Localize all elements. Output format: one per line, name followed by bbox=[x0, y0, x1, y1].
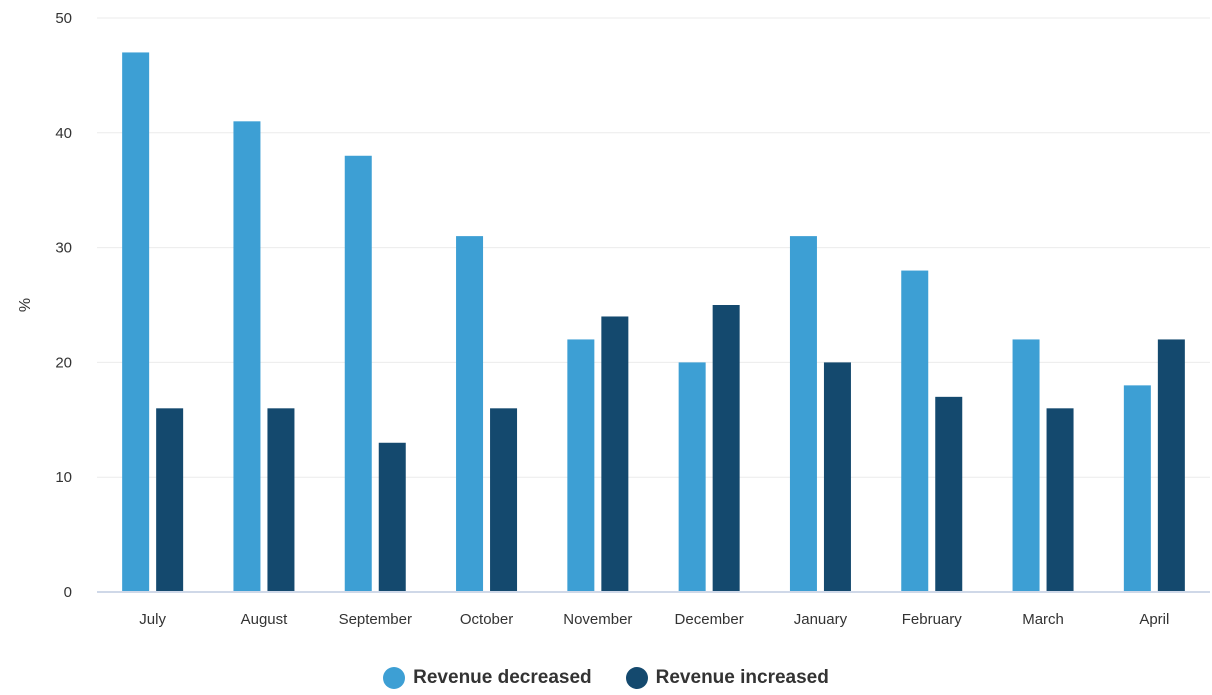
y-tick-40: 40 bbox=[55, 125, 72, 142]
x-tick-august: August bbox=[241, 611, 289, 628]
bar-revenue-increased-january bbox=[823, 362, 851, 592]
bar-revenue-decreased-november bbox=[567, 339, 595, 592]
x-tick-february: February bbox=[902, 611, 963, 628]
bar-revenue-decreased-july bbox=[122, 52, 150, 592]
legend: Revenue decreased Revenue increased bbox=[0, 667, 1212, 689]
legend-label-revenue-increased: Revenue increased bbox=[655, 667, 829, 688]
bar-revenue-decreased-december bbox=[678, 362, 706, 592]
bar-revenue-decreased-august bbox=[233, 121, 261, 592]
y-tick-10: 10 bbox=[55, 469, 72, 486]
y-tick-20: 20 bbox=[55, 354, 72, 371]
gridlines bbox=[97, 17, 1210, 478]
y-axis-label: % bbox=[17, 298, 34, 312]
x-tick-july: July bbox=[139, 611, 166, 628]
legend-label-revenue-decreased: Revenue decreased bbox=[413, 667, 592, 688]
bar-revenue-decreased-september bbox=[344, 155, 372, 592]
bar-revenue-decreased-january bbox=[789, 236, 817, 592]
bar-revenue-increased-october bbox=[490, 408, 518, 592]
bar-revenue-decreased-march bbox=[1012, 339, 1040, 592]
bars bbox=[122, 52, 1185, 592]
legend-swatch-revenue-increased bbox=[625, 667, 648, 689]
bar-chart: 0 10 20 30 40 50 July August September October No… bbox=[17, 10, 1210, 628]
legend-item-series-1[interactable]: Revenue increased bbox=[625, 667, 829, 689]
bar-revenue-increased-november bbox=[601, 316, 629, 592]
bar-revenue-increased-december bbox=[712, 305, 740, 592]
bar-revenue-increased-september bbox=[378, 442, 406, 592]
bar-revenue-decreased-october bbox=[456, 236, 484, 592]
x-tick-october: October bbox=[460, 611, 513, 628]
x-tick-september: September bbox=[339, 611, 412, 628]
y-tick-50: 50 bbox=[55, 10, 72, 27]
bar-revenue-increased-april bbox=[1157, 339, 1185, 592]
x-tick-november: November bbox=[563, 611, 632, 628]
y-axis-ticks: 0 10 20 30 40 50 bbox=[55, 10, 72, 601]
y-tick-30: 30 bbox=[55, 240, 72, 257]
x-tick-december: December bbox=[675, 611, 744, 628]
x-axis-ticks: July August September October November Decemb… bbox=[139, 611, 1169, 628]
y-tick-0: 0 bbox=[64, 584, 72, 601]
bar-revenue-decreased-february bbox=[901, 270, 929, 592]
legend-item-series-0[interactable]: Revenue decreased bbox=[383, 667, 592, 689]
bar-revenue-increased-august bbox=[267, 408, 295, 592]
bar-revenue-increased-march bbox=[1046, 408, 1074, 592]
legend-swatch-revenue-decreased bbox=[383, 667, 406, 689]
x-tick-march: March bbox=[1022, 611, 1064, 628]
bar-revenue-increased-february bbox=[935, 396, 963, 592]
x-tick-april: April bbox=[1139, 611, 1169, 628]
bar-revenue-increased-july bbox=[156, 408, 184, 592]
x-tick-january: January bbox=[794, 611, 848, 628]
bar-revenue-decreased-april bbox=[1123, 385, 1151, 592]
